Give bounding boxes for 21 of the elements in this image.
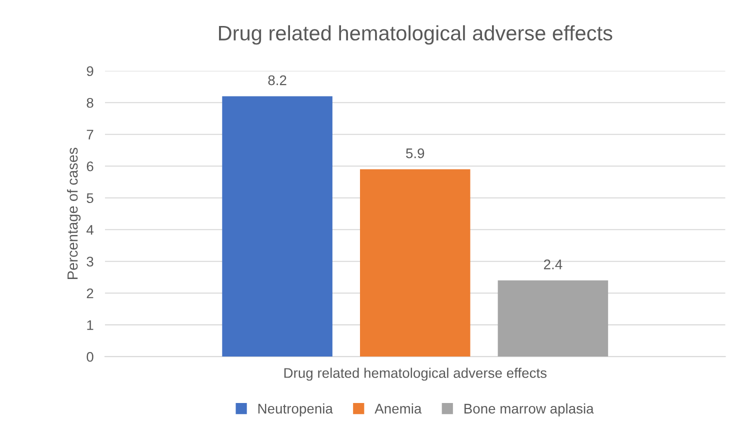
y-tick-label: 5 (86, 193, 94, 204)
data-label: 8.2 (268, 75, 286, 86)
data-label: 5.9 (406, 148, 424, 158)
legend-label: Neutropenia (258, 403, 333, 416)
chart-title: Drug related hematological adverse effects (219, 25, 612, 45)
y-tick-label: 0 (86, 352, 94, 362)
y-tick-label: 6 (86, 161, 94, 172)
y-tick-label: 9 (86, 66, 94, 76)
y-tick-label: 7 (86, 130, 94, 140)
legend-label: Anemia (374, 403, 422, 414)
bar (498, 280, 608, 357)
bar (222, 96, 332, 357)
bar (360, 169, 470, 357)
data-label: 2.4 (544, 260, 562, 270)
y-axis-title: Percentage of cases (67, 148, 81, 280)
y-tick-label: 2 (86, 288, 94, 298)
y-tick-label: 4 (86, 225, 94, 235)
legend-label: Bone marrow aplasia (464, 403, 594, 416)
y-tick-label: 8 (86, 98, 94, 108)
y-tick-label: 1 (87, 320, 94, 330)
y-tick-label: 3 (86, 256, 94, 267)
